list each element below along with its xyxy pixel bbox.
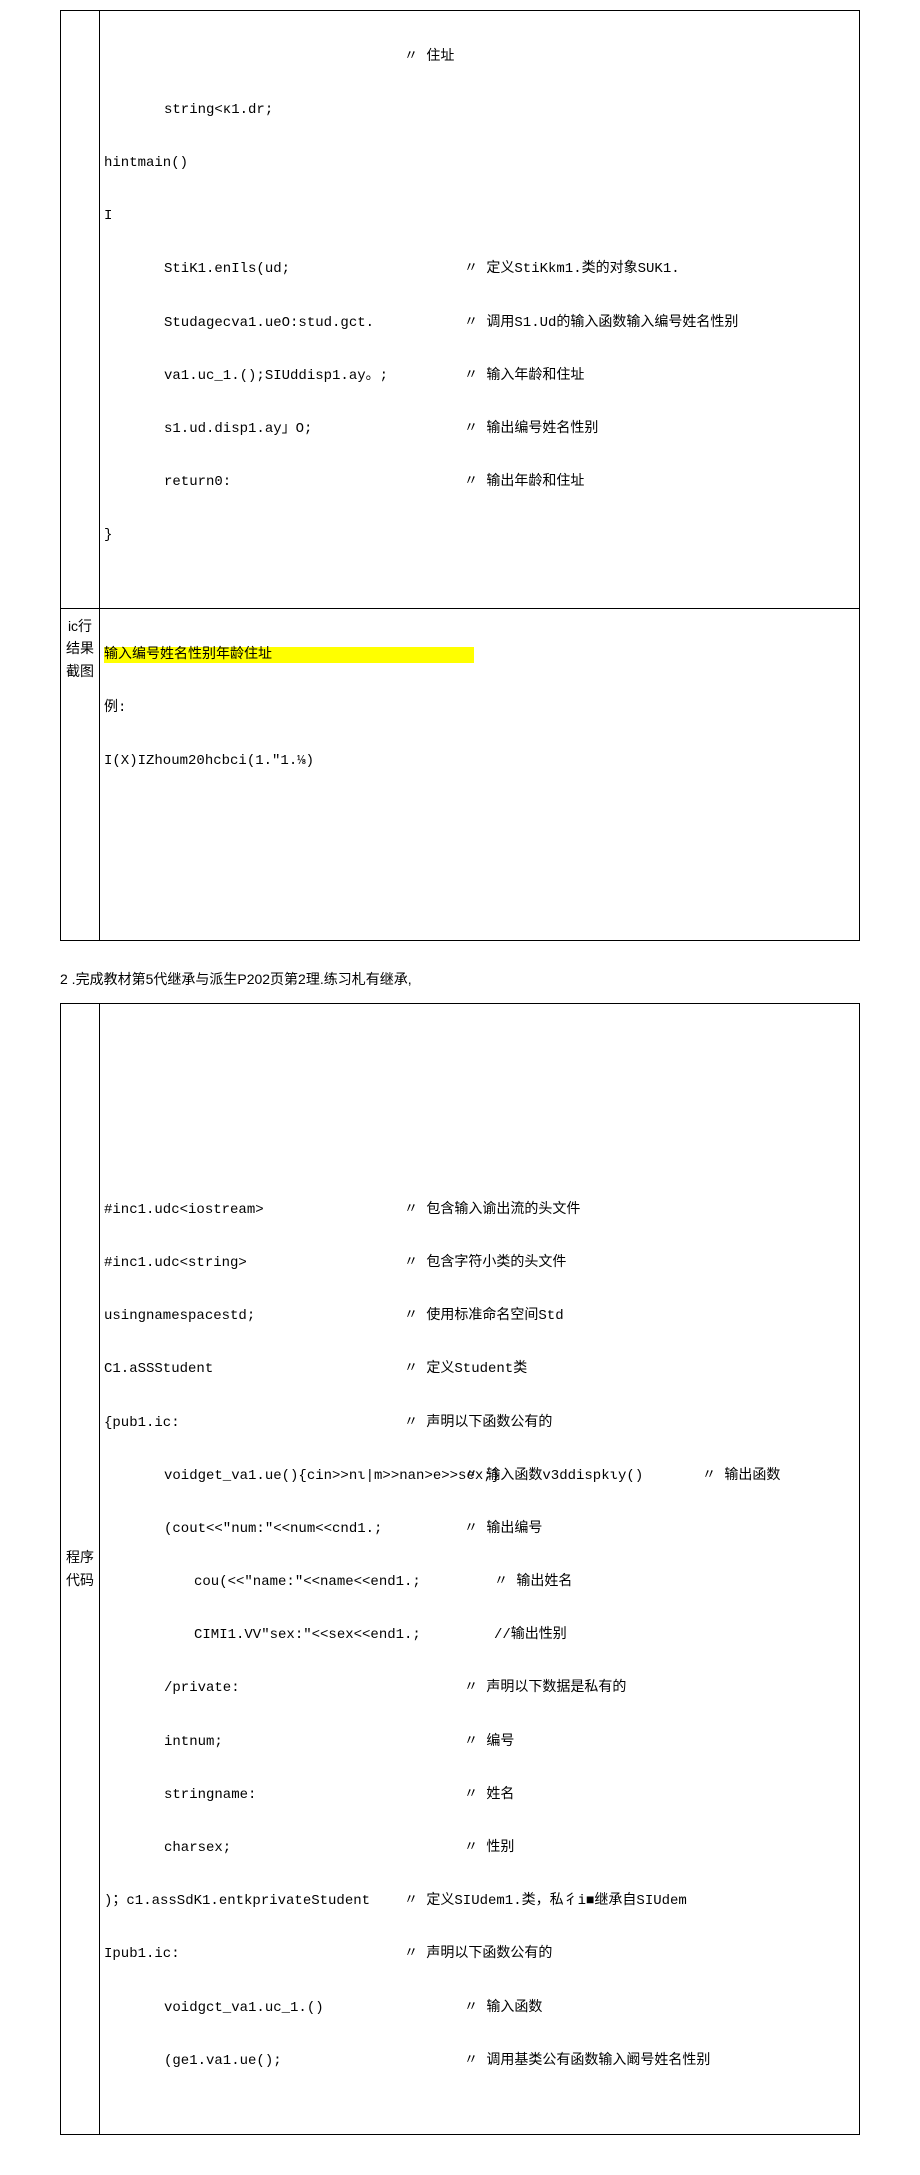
- code-line: /private:: [104, 1675, 464, 1702]
- code-line: cou(<<"name:"<<name<<end1.;: [104, 1569, 494, 1596]
- comment: 〃 姓名: [464, 1782, 855, 1809]
- code-line: StiK1.enIls(ud;: [104, 256, 464, 283]
- comment: 〃 输入函数: [464, 1995, 855, 2022]
- code-line: {pub1.ic:: [104, 1410, 404, 1437]
- result-cell: 输入编号姓名性别年龄住址 例: I(X)IZhoum20hcbci(1."1.⅛…: [100, 609, 860, 941]
- comment: 〃 定义StiKkm1.类的对象SUK1.: [464, 256, 855, 283]
- code-block-2: #inc1.udc<iostream>〃 包含输入谕出流的头文件 #inc1.u…: [104, 1170, 855, 2127]
- comment: 〃 编号: [464, 1729, 855, 1756]
- code-block-1: 〃 住址 string<κ1.dr; hintmain() I StiK1.en…: [104, 17, 855, 602]
- result-line: 例:: [104, 695, 855, 722]
- code-line: s1.ud.disp1.ay」O;: [104, 416, 464, 443]
- code-line: #inc1.udc<string>: [104, 1250, 404, 1277]
- comment: 〃 输出年龄和住址: [464, 469, 855, 496]
- code-line: Studagecva1.ueO:stud.gct.: [104, 310, 464, 337]
- result-line: I(X)IZhoum20hcbci(1."1.⅛): [104, 748, 855, 775]
- code-line: )；c1.assSdK1.entkprivateStudent: [104, 1888, 404, 1915]
- blank-space: [104, 1010, 855, 1170]
- comment: 〃 包含输入谕出流的头文件: [404, 1197, 855, 1224]
- comment: 〃 定义Student类: [404, 1356, 855, 1383]
- comment: 〃 住址: [404, 44, 855, 71]
- comment: 〃 声明以下数据是私有的: [464, 1675, 855, 1702]
- code-line: va1.uc_1.();SIUddisp1.ay。;: [104, 363, 464, 390]
- empty-label-cell: [61, 11, 100, 609]
- comment: 〃 输入函数v3ddispkιy() 〃 输出函数: [464, 1463, 855, 1490]
- code-line: (cout<<"num:"<<num<<cnd1.;: [104, 1516, 464, 1543]
- comment: 〃 输出编号姓名性别: [464, 416, 855, 443]
- code-line: hintmain(): [104, 150, 855, 177]
- code-line: intnum;: [104, 1729, 464, 1756]
- comment: 〃 输入年龄和住址: [464, 363, 855, 390]
- comment: 〃 定义SIUdem1.类，私彳i■继承自SIUdem: [404, 1888, 855, 1915]
- comment: 〃 使用标准命名空间Std: [404, 1303, 855, 1330]
- code-line: (ge1.va1.ue();: [104, 2048, 464, 2075]
- code-cell-1: 〃 住址 string<κ1.dr; hintmain() I StiK1.en…: [100, 11, 860, 609]
- code-line: CIMI1.VV"sex:"<<sex<<end1.;: [104, 1622, 494, 1649]
- code-line: voidget_va1.ue(){cin>>nι|m>>nan>e>>sex;}: [104, 1463, 464, 1490]
- document-page: 〃 住址 string<κ1.dr; hintmain() I StiK1.en…: [0, 0, 920, 2175]
- comment: //输出性别: [494, 1622, 855, 1649]
- comment: 〃 性别: [464, 1835, 855, 1862]
- code-line: }: [104, 522, 855, 549]
- comment: 〃 输出姓名: [494, 1569, 855, 1596]
- highlight-pad: [272, 647, 474, 663]
- code-line: return0:: [104, 469, 464, 496]
- code-line: usingnamespacestd;: [104, 1303, 404, 1330]
- comment: 〃 声明以下函数公有的: [404, 1941, 855, 1968]
- code-table-2: 程序代码 #inc1.udc<iostream>〃 包含输入谕出流的头文件 #i…: [60, 1003, 860, 2134]
- comment: 〃 包含字符小类的头文件: [404, 1250, 855, 1277]
- comment: 〃 输出编号: [464, 1516, 855, 1543]
- comment: 〃 调用基类公有函数输入阚号姓名性别: [464, 2048, 855, 2075]
- code-table-1: 〃 住址 string<κ1.dr; hintmain() I StiK1.en…: [60, 10, 860, 941]
- comment: 〃 调用S1.Ud的输入函数输入编号姓名性别: [464, 310, 855, 337]
- section-2-title: 2 .完成教材第5代继承与派生P202页第2理.练习札有继承,: [60, 969, 860, 989]
- code-label-cell: 程序代码: [61, 1004, 100, 2134]
- code-line: I: [104, 203, 855, 230]
- comment: 〃 声明以下函数公有的: [404, 1410, 855, 1437]
- code-line: charsex;: [104, 1835, 464, 1862]
- code-line: Ipub1.ic:: [104, 1941, 404, 1968]
- code-line: C1.aSSStudent: [104, 1356, 404, 1383]
- code-line: voidgct_va1.uc_1.(): [104, 1995, 464, 2022]
- highlight-text: 输入编号姓名性别年龄住址: [104, 647, 272, 663]
- result-label-cell: ic行结果截图: [61, 609, 100, 941]
- code-line: string<κ1.dr;: [104, 97, 855, 124]
- code-line: #inc1.udc<iostream>: [104, 1197, 404, 1224]
- code-line: stringname:: [104, 1782, 464, 1809]
- result-block: 输入编号姓名性别年龄住址 例: I(X)IZhoum20hcbci(1."1.⅛…: [104, 615, 855, 934]
- code-cell-2: #inc1.udc<iostream>〃 包含输入谕出流的头文件 #inc1.u…: [100, 1004, 860, 2134]
